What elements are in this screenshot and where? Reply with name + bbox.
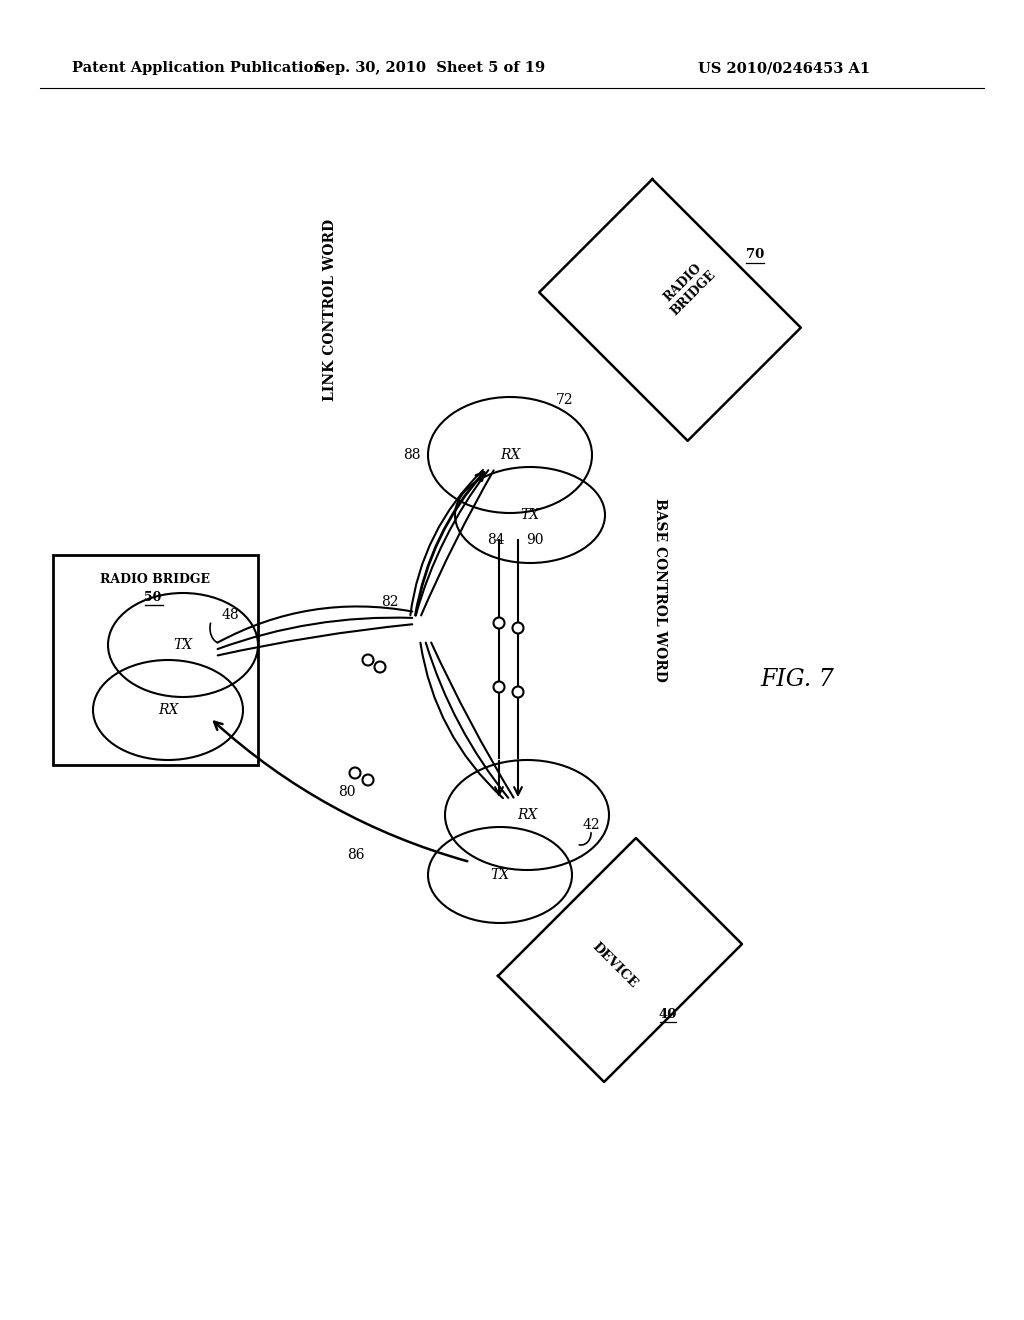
Text: TX: TX	[490, 869, 510, 882]
Bar	[52, 554, 257, 766]
Text: 86: 86	[347, 847, 365, 862]
Text: RADIO BRIDGE: RADIO BRIDGE	[100, 573, 210, 586]
Text: LINK CONTROL WORD: LINK CONTROL WORD	[323, 219, 337, 401]
Text: RADIO
BRIDGE: RADIO BRIDGE	[657, 257, 719, 318]
Text: 80: 80	[338, 785, 355, 799]
Circle shape	[362, 775, 374, 785]
Text: 90: 90	[526, 533, 544, 546]
Text: 40: 40	[658, 1008, 677, 1022]
Circle shape	[362, 655, 374, 665]
Text: RX: RX	[500, 447, 520, 462]
Text: 70: 70	[745, 248, 764, 261]
Circle shape	[512, 686, 523, 697]
Circle shape	[494, 681, 505, 693]
Text: FIG. 7: FIG. 7	[760, 668, 834, 692]
Text: BASE CONTROL WORD: BASE CONTROL WORD	[653, 498, 667, 682]
Circle shape	[512, 623, 523, 634]
Text: TX: TX	[173, 638, 193, 652]
Circle shape	[375, 661, 385, 672]
Text: Sep. 30, 2010  Sheet 5 of 19: Sep. 30, 2010 Sheet 5 of 19	[315, 61, 545, 75]
Text: TX: TX	[520, 508, 540, 521]
Text: RX: RX	[158, 704, 178, 717]
Text: 84: 84	[487, 533, 505, 546]
Circle shape	[494, 618, 505, 628]
Text: 88: 88	[403, 447, 421, 462]
Text: 82: 82	[381, 595, 398, 609]
Text: RX: RX	[517, 808, 538, 822]
Text: DEVICE: DEVICE	[590, 940, 640, 990]
Text: 48: 48	[222, 609, 240, 622]
Text: 72: 72	[556, 393, 573, 407]
Text: 42: 42	[583, 818, 601, 832]
Text: Patent Application Publication: Patent Application Publication	[72, 61, 324, 75]
Circle shape	[349, 767, 360, 779]
Text: 50: 50	[144, 591, 162, 605]
Text: US 2010/0246453 A1: US 2010/0246453 A1	[698, 61, 870, 75]
